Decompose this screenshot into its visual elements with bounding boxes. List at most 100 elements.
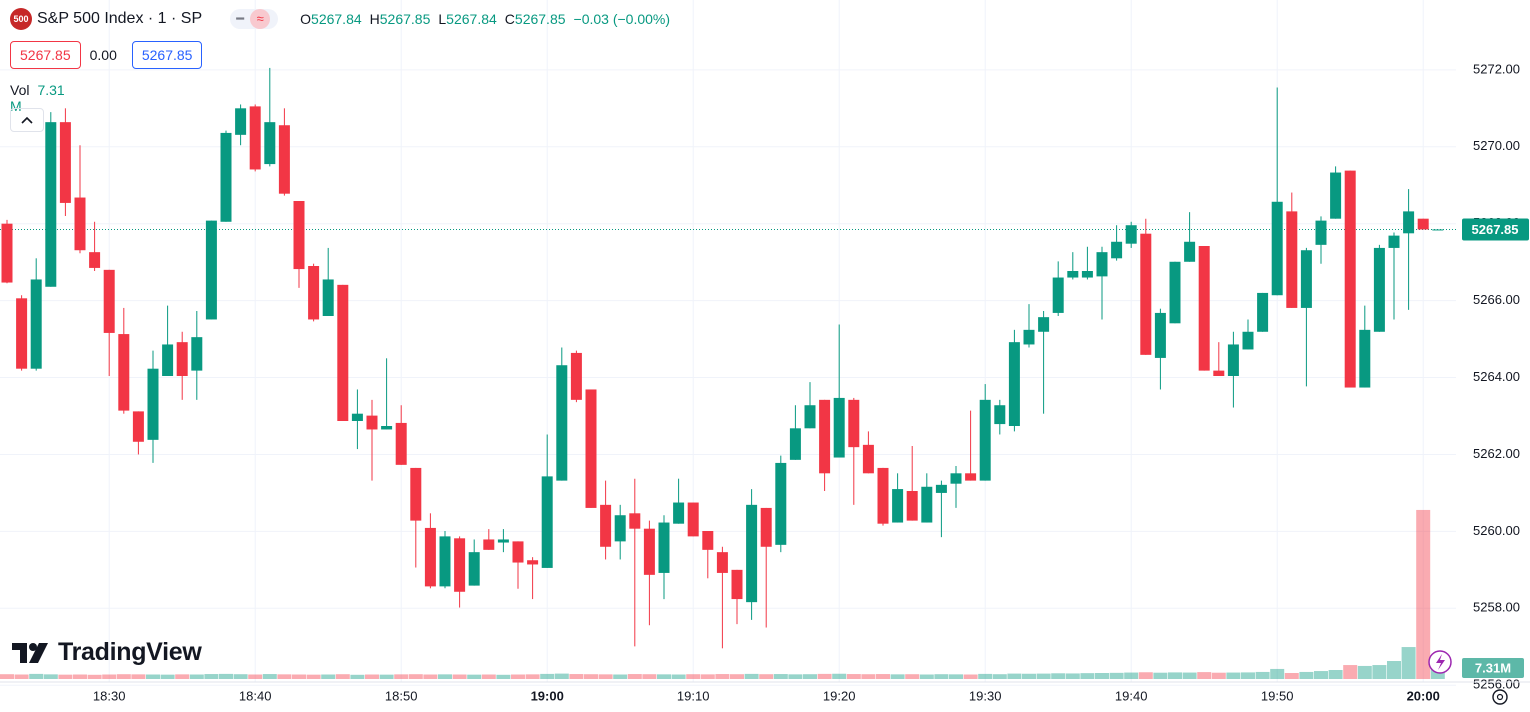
candle-series [1, 67, 1444, 649]
x-tick-label: 20:00 [1407, 688, 1440, 703]
candle-body [673, 502, 685, 524]
candle-body [118, 334, 130, 411]
volume-bar [1182, 672, 1197, 679]
volume-bar [306, 674, 321, 679]
candle-body [702, 531, 714, 550]
candle-body [366, 415, 378, 430]
candle-body [556, 365, 568, 481]
candle-body [775, 462, 787, 545]
volume-bar [1138, 672, 1153, 679]
volume-bar [467, 674, 482, 679]
candle-body [614, 515, 626, 542]
x-tick-label: 19:50 [1261, 688, 1294, 703]
volume-bar [146, 674, 160, 679]
candle-body [1286, 211, 1298, 308]
volume-bar [540, 673, 555, 679]
x-tick-label: 19:00 [531, 688, 564, 703]
volume-legend: Vol 7.31 M [10, 82, 65, 114]
volume-bar [365, 674, 379, 679]
volume-bar [87, 674, 102, 679]
volume-bar [1328, 670, 1343, 679]
candle-body [351, 413, 363, 421]
candle-body [906, 491, 918, 521]
volume-bar [525, 674, 540, 679]
volume-tag [1462, 658, 1524, 679]
candle-body [308, 266, 320, 320]
candle-body [629, 513, 641, 529]
chevron-icon [21, 116, 33, 124]
volume-bar [350, 674, 365, 679]
volume-bar [934, 674, 949, 679]
candle-body [687, 502, 699, 537]
sell-button[interactable]: 5267.85 [10, 41, 81, 69]
volume-bar [1080, 673, 1095, 679]
candle-body [1330, 172, 1342, 219]
collapse-button[interactable] [10, 108, 44, 132]
candle-body [570, 352, 582, 400]
candle-body [191, 337, 203, 371]
volume-bar [452, 674, 467, 679]
volume-bar [715, 674, 730, 679]
y-tick-label: 5256.00 [1473, 677, 1520, 692]
x-tick-label: 19:30 [969, 688, 1002, 703]
candle-body [1432, 229, 1444, 231]
volume-bar [1241, 672, 1255, 679]
symbol-badge: 500 [10, 8, 32, 30]
hide-icon[interactable]: ━ [236, 11, 245, 26]
candle-body [921, 486, 933, 523]
candle-body [410, 467, 422, 521]
volume-bar [1357, 665, 1372, 679]
buy-button[interactable]: 5267.85 [131, 41, 203, 69]
compare-icon[interactable]: ≈ [250, 9, 271, 29]
y-tick-label: 5272.00 [1473, 61, 1520, 76]
candle-body [1213, 370, 1225, 376]
price-tag-label: 5267.85 [1472, 222, 1519, 237]
volume-bar [788, 674, 803, 679]
symbol-title[interactable]: S&P 500 Index · 1 · SP [37, 10, 203, 27]
logo: TradingView [12, 638, 202, 667]
volume-bar [744, 673, 759, 679]
candle-body [1052, 277, 1064, 313]
volume-bar [1109, 672, 1124, 679]
candle-body [45, 122, 57, 287]
ohlc-close: C5267.85 [505, 11, 566, 27]
volume-bar [511, 674, 525, 679]
candle-body [454, 538, 466, 592]
candle-body [658, 522, 670, 573]
y-tick-label: 5264.00 [1473, 369, 1520, 384]
candle-body [468, 552, 480, 586]
volume-bar [335, 674, 350, 679]
volume-bar [102, 674, 117, 679]
candle-body [1038, 317, 1050, 332]
volume-bar [1168, 672, 1182, 679]
volume-bar [1416, 509, 1431, 679]
candle-body [16, 298, 28, 369]
y-tick-label: 5262.00 [1473, 446, 1520, 461]
candle-body [1417, 218, 1429, 230]
volume-bar [219, 673, 233, 679]
flash-bolt [1436, 654, 1445, 670]
volume-bar [817, 673, 832, 679]
visibility-toggle[interactable]: ━ ≈ [230, 9, 279, 29]
volume-bar [408, 674, 423, 679]
candle-body [848, 399, 860, 448]
volume-label: Vol [10, 82, 30, 98]
candle-body [819, 399, 831, 474]
candle-body [716, 552, 728, 573]
volume-bar [671, 674, 686, 679]
candle-body [965, 473, 977, 481]
candle-body [1184, 241, 1196, 262]
volume-bar [1284, 673, 1299, 679]
ohlc-label: L [438, 11, 447, 27]
settings-button[interactable] [1492, 689, 1508, 705]
volume-bar [1036, 673, 1051, 679]
candle-body [103, 269, 115, 333]
candle-body [483, 539, 495, 550]
volume-bar [438, 674, 452, 679]
flash-button[interactable] [1428, 650, 1452, 674]
candle-body [235, 108, 247, 135]
x-tick-label: 19:20 [823, 688, 856, 703]
ohlc-low: L5267.84 [438, 11, 496, 27]
